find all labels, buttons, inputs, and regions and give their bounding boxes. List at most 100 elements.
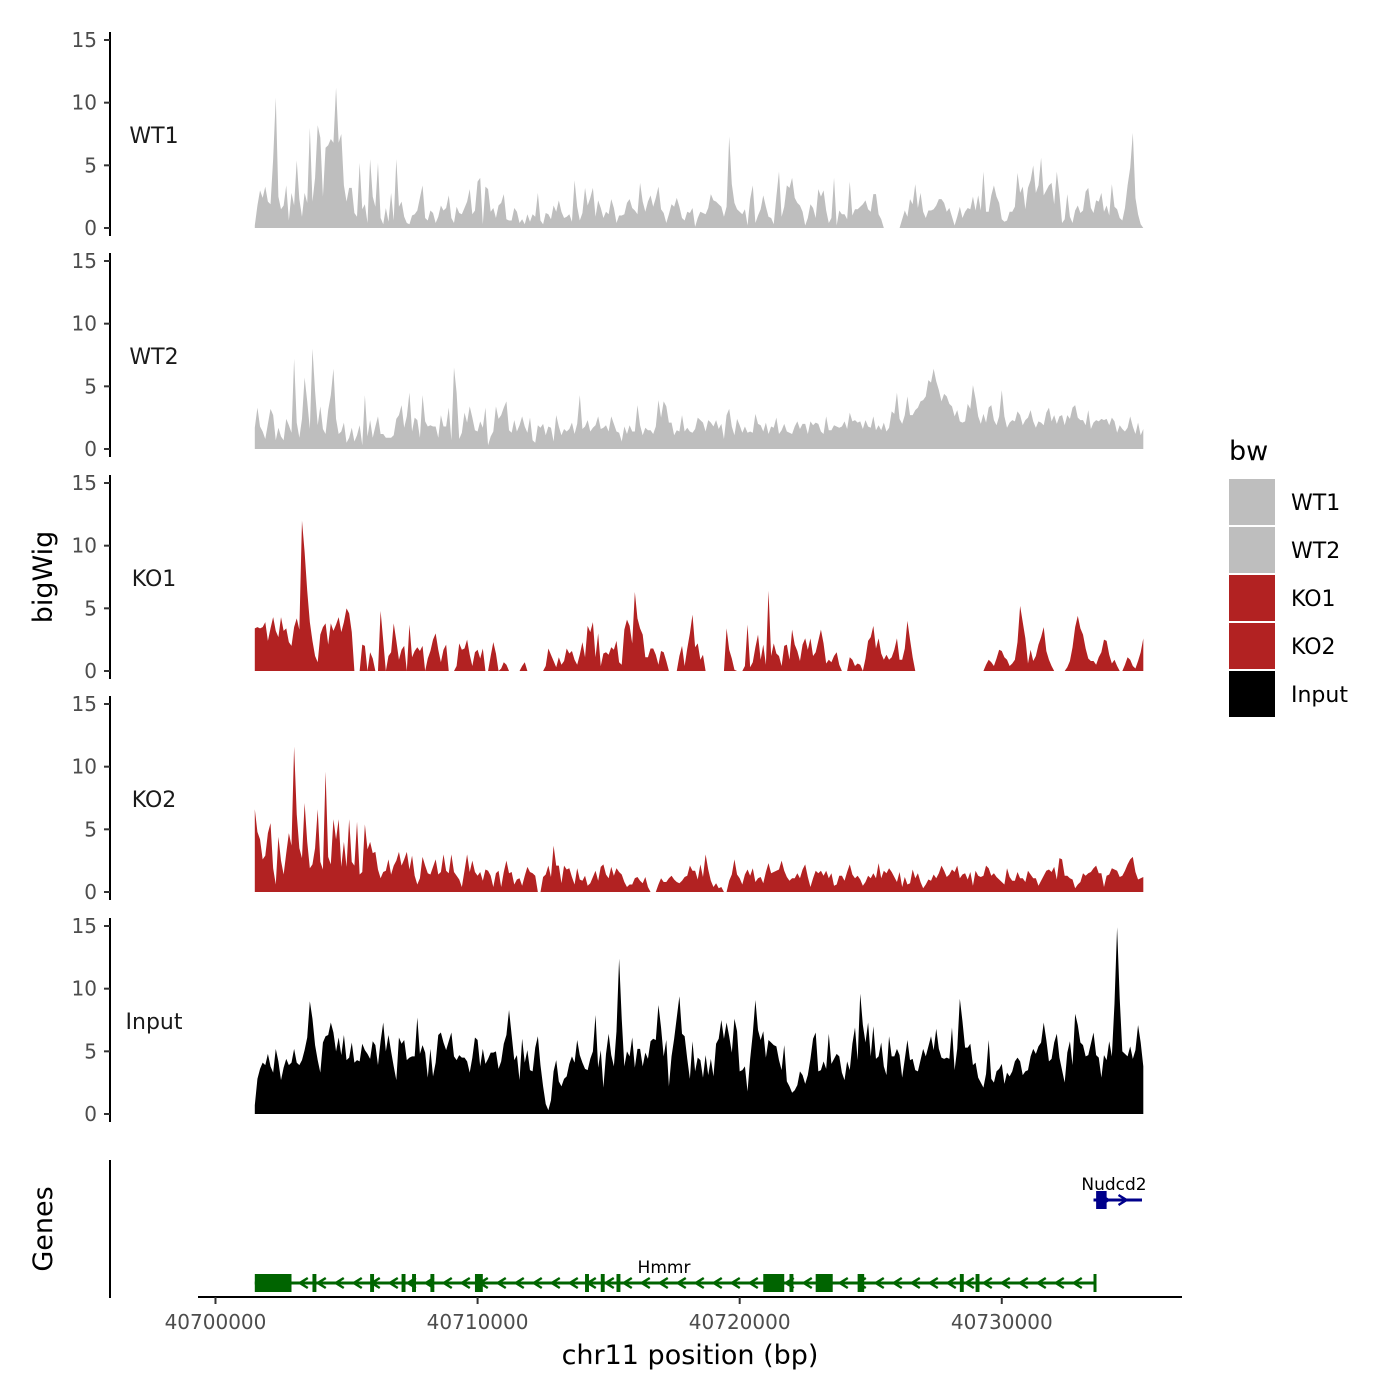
exon-block (1096, 1191, 1107, 1209)
y-tick-label: 15 (72, 249, 97, 273)
y-tick-label: 15 (72, 692, 97, 716)
strand-arrow (981, 1276, 993, 1290)
x-tick-label: 40710000 (427, 1310, 529, 1334)
strand-arrow (549, 1276, 561, 1290)
y-tick-label: 0 (84, 1102, 97, 1126)
track-label: KO2 (132, 788, 177, 813)
strand-arrow (999, 1276, 1011, 1290)
signal-area-input (254, 927, 1144, 1114)
track-wt2: 0 5 10 15 WT2 (72, 249, 1144, 461)
x-axis-title: chr11 position (bp) (562, 1340, 819, 1371)
strand-arrow (729, 1276, 741, 1290)
strand-arrow (711, 1276, 723, 1290)
gene-hmmr: Hmmr (254, 1258, 1097, 1292)
legend-label: Input (1291, 683, 1348, 708)
y-tick-label: 0 (84, 216, 97, 240)
strand-arrow (459, 1276, 471, 1290)
exon-block (616, 1274, 621, 1292)
exon-block (474, 1274, 483, 1292)
track-label: WT2 (129, 345, 178, 370)
strand-arrow (387, 1276, 399, 1290)
strand-arrow (1053, 1276, 1065, 1290)
x-tick-label: 40700000 (165, 1310, 267, 1334)
track-ko1: 0 5 10 15 KO1 (72, 471, 1144, 683)
y-tick-label: 5 (84, 817, 97, 841)
x-axis: 40700000 40710000 40720000 40730000 (165, 1296, 1182, 1334)
strand-arrow (333, 1276, 345, 1290)
exon-block (430, 1274, 435, 1292)
strand-arrow (657, 1276, 669, 1290)
legend-key-ko2 (1229, 623, 1275, 669)
exon-block (763, 1274, 785, 1292)
exon-block (857, 1274, 865, 1292)
strand-arrow (1117, 1193, 1129, 1207)
track-ko2: 0 5 10 15 KO2 (72, 692, 1144, 904)
exon-block (1093, 1274, 1097, 1292)
exon-block (815, 1274, 833, 1292)
y-tick-label: 0 (84, 437, 97, 461)
track-label: Input (126, 1010, 183, 1035)
signal-area-ko2 (254, 746, 1144, 892)
gene-nudcd2: Nudcd2 (1081, 1175, 1147, 1209)
y-tick-label: 5 (84, 374, 97, 398)
legend-label: WT1 (1291, 491, 1340, 516)
legend-key-wt1 (1229, 479, 1275, 525)
strand-arrow (747, 1276, 759, 1290)
x-tick-label: 40720000 (689, 1310, 791, 1334)
y-tick-label: 15 (72, 914, 97, 938)
strand-arrow (837, 1276, 849, 1290)
strand-arrow (675, 1276, 687, 1290)
exon-block (975, 1274, 980, 1292)
legend-title: bw (1229, 436, 1268, 467)
genes-panel: Hmmr Nudcd2 (109, 1160, 1147, 1298)
y-tick-label: 15 (72, 471, 97, 495)
exon-block (585, 1274, 589, 1292)
y-tick-label: 15 (72, 28, 97, 52)
legend: bw WT1 WT2 KO1 KO2 Input (1229, 436, 1348, 717)
signal-area-wt2 (254, 348, 1144, 449)
signal-area-ko1 (254, 520, 1144, 671)
strand-arrow (297, 1276, 309, 1290)
strand-arrow (603, 1276, 615, 1290)
strand-arrow (1035, 1276, 1047, 1290)
legend-label: WT2 (1291, 539, 1340, 564)
strand-arrow (801, 1276, 813, 1290)
strand-arrow (891, 1276, 903, 1290)
strand-arrow (495, 1276, 507, 1290)
signal-tracks: 0 5 10 15 WT1 0 5 10 15 WT2 0 5 10 15 KO1 0 5 10 15 KO2 0 5 10… (72, 28, 1144, 1126)
legend-key-wt2 (1229, 527, 1275, 573)
strand-arrow (693, 1276, 705, 1290)
legend-label: KO1 (1291, 587, 1336, 612)
strand-arrow (927, 1276, 939, 1290)
gene-label: Hmmr (638, 1258, 691, 1278)
strand-arrow (315, 1276, 327, 1290)
strand-arrow (567, 1276, 579, 1290)
strand-arrow (351, 1276, 363, 1290)
legend-key-input (1229, 671, 1275, 717)
gene-label: Nudcd2 (1081, 1175, 1146, 1195)
exon-block (412, 1274, 416, 1292)
y-tick-label: 10 (72, 755, 97, 779)
track-wt1: 0 5 10 15 WT1 (72, 28, 1144, 240)
signal-area-wt1 (254, 87, 1144, 228)
strand-arrow (963, 1276, 975, 1290)
exon-block (600, 1274, 605, 1292)
y-tick-label: 10 (72, 534, 97, 558)
y-tick-label: 10 (72, 312, 97, 336)
track-label: KO1 (132, 567, 177, 592)
y-tick-label: 0 (84, 659, 97, 683)
y-tick-label: 0 (84, 880, 97, 904)
exon-block (312, 1274, 317, 1292)
x-tick-label: 40730000 (951, 1310, 1053, 1334)
y-tick-label: 5 (84, 596, 97, 620)
strand-arrow (441, 1276, 453, 1290)
strand-arrow (873, 1276, 885, 1290)
track-input: 0 5 10 15 Input (72, 914, 1144, 1126)
strand-arrow (513, 1276, 525, 1290)
strand-arrow (639, 1276, 651, 1290)
y-tick-label: 5 (84, 153, 97, 177)
exon-block (789, 1274, 794, 1292)
strand-arrow (1017, 1276, 1029, 1290)
legend-label: KO2 (1291, 635, 1336, 660)
